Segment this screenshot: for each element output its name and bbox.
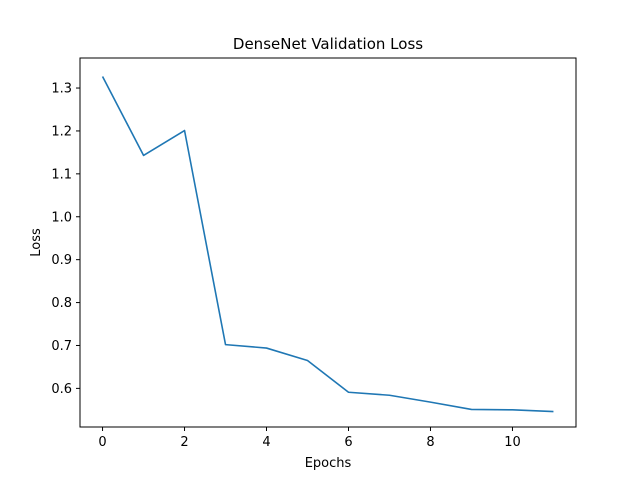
y-tick-label: 0.7 [51, 339, 72, 354]
x-axis-ticks: 0 2 4 6 8 10 [98, 427, 521, 450]
y-tick-label: 1.1 [51, 167, 72, 182]
plot-frame [79, 57, 577, 428]
series-line [101, 76, 554, 413]
y-tick-label: 1.3 [51, 82, 72, 97]
y-tick-label: 1.2 [51, 124, 72, 139]
plot-area [80, 58, 576, 427]
x-tick-label: 4 [262, 435, 270, 450]
y-tick-label: 1.0 [51, 210, 72, 225]
x-tick-label: 6 [344, 435, 352, 450]
y-tick-label: 0.6 [51, 382, 72, 397]
x-tick-label: 2 [180, 435, 188, 450]
y-tick-label: 0.8 [51, 296, 72, 311]
y-axis-label: Loss [29, 228, 44, 257]
x-tick-label: 8 [426, 435, 434, 450]
x-axis-label: Epochs [305, 456, 352, 471]
x-tick-label: 0 [98, 435, 106, 450]
y-axis-ticks: 0.6 0.7 0.8 0.9 1.0 1.1 1.2 1.3 [51, 82, 80, 397]
y-tick-label: 0.9 [51, 253, 72, 268]
x-tick-label: 10 [504, 435, 521, 450]
series-layer [101, 76, 554, 413]
chart-title: DenseNet Validation Loss [233, 35, 423, 53]
